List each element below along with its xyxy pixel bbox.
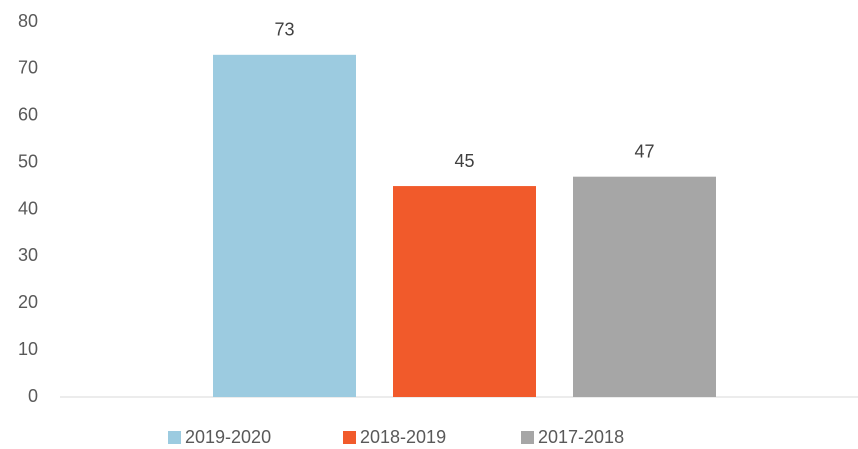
legend-label: 2017-2018 (538, 427, 624, 447)
legend-label: 2019-2020 (185, 427, 271, 447)
legend-label: 2018-2019 (360, 427, 446, 447)
bar (393, 186, 536, 397)
legend-swatch (343, 431, 356, 444)
y-tick-label: 10 (18, 339, 38, 359)
y-tick-label: 50 (18, 151, 38, 171)
y-tick-label: 60 (18, 105, 38, 125)
y-tick-label: 30 (18, 245, 38, 265)
legend-swatch (521, 431, 534, 444)
value-label: 47 (634, 141, 654, 161)
y-tick-label: 70 (18, 58, 38, 78)
bar (213, 54, 356, 397)
y-tick-label: 40 (18, 198, 38, 218)
value-label: 73 (274, 20, 294, 40)
value-label: 45 (454, 151, 474, 171)
legend-swatch (168, 431, 181, 444)
y-tick-label: 80 (18, 11, 38, 31)
y-tick-label: 20 (18, 292, 38, 312)
bar (573, 176, 716, 397)
y-tick-label: 0 (28, 386, 38, 406)
